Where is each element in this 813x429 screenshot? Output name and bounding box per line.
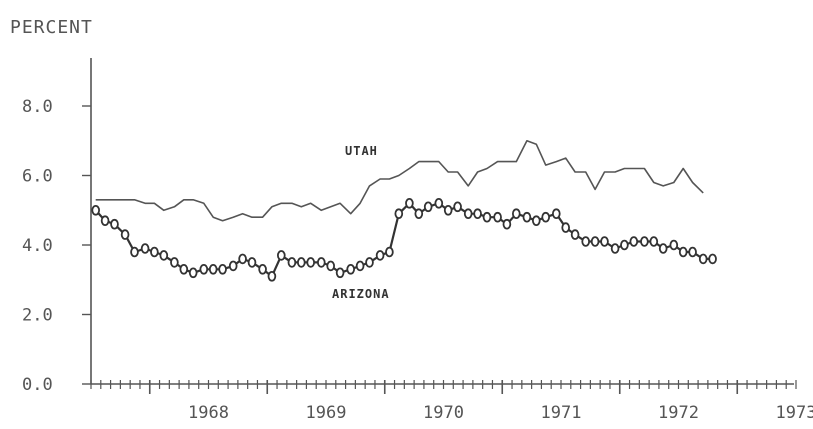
- data-point: [473, 208, 482, 220]
- data-point: [170, 257, 179, 268]
- data-point: [130, 246, 139, 258]
- data-point: [346, 263, 356, 275]
- data-point: [541, 211, 550, 223]
- data-point: [590, 236, 600, 247]
- x-tick-label: 1973: [776, 403, 813, 423]
- data-point: [296, 257, 306, 268]
- data-point: [228, 260, 238, 272]
- x-tick-label: 1969: [306, 403, 347, 423]
- data-point: [316, 257, 326, 268]
- data-point: [91, 205, 100, 216]
- data-point: [649, 236, 659, 247]
- axes: [90, 58, 794, 385]
- data-point: [561, 222, 570, 233]
- y-axis-ticks: 0.0 2.0 4.0 6.0 8.0: [22, 97, 91, 395]
- data-point: [581, 236, 590, 247]
- data-point: [335, 267, 345, 279]
- y-tick-label: 4.0: [22, 236, 53, 256]
- x-tick-label: 1971: [541, 403, 582, 423]
- series-line: [95, 140, 704, 222]
- series-arizona: [91, 198, 717, 282]
- data-point: [218, 263, 227, 275]
- data-point: [150, 246, 159, 258]
- data-point: [511, 208, 521, 220]
- data-point: [522, 211, 532, 223]
- data-point: [238, 253, 247, 265]
- data-point: [287, 257, 297, 268]
- data-point: [110, 218, 119, 230]
- data-point: [326, 260, 336, 272]
- data-point: [199, 263, 209, 275]
- data-point: [247, 257, 257, 268]
- y-tick-label: 2.0: [22, 306, 53, 326]
- data-point: [355, 260, 365, 272]
- data-point: [258, 263, 267, 275]
- x-tick-label: 1968: [188, 403, 229, 423]
- data-point: [443, 205, 453, 216]
- series-utah: [95, 140, 704, 222]
- data-point: [414, 208, 424, 220]
- data-point: [385, 246, 394, 258]
- data-point: [375, 250, 385, 261]
- data-point: [629, 236, 639, 247]
- data-point: [365, 257, 374, 268]
- data-point: [708, 253, 717, 265]
- data-point: [100, 215, 110, 227]
- data-point: [394, 208, 404, 220]
- y-axis-label: PERCENT: [10, 17, 93, 38]
- series-label-arizona: ARIZONA: [332, 287, 390, 301]
- data-point: [179, 263, 189, 275]
- y-tick-label: 8.0: [22, 97, 53, 117]
- data-point: [434, 198, 444, 209]
- series-group: UTAH ARIZONA: [91, 140, 717, 301]
- data-point: [600, 236, 609, 247]
- data-point: [658, 243, 668, 254]
- data-point: [463, 208, 473, 220]
- data-point: [306, 257, 316, 268]
- data-point: [493, 211, 502, 223]
- x-axis-ticks: 1968 1969 1970 1971 1972 1973: [90, 380, 813, 423]
- data-point: [188, 267, 198, 279]
- data-point: [570, 229, 580, 240]
- data-point: [423, 201, 433, 213]
- data-point: [502, 218, 512, 230]
- y-tick-label: 6.0: [22, 167, 53, 187]
- data-point: [482, 211, 492, 223]
- data-point: [208, 263, 218, 275]
- data-point: [669, 239, 679, 251]
- data-point: [267, 270, 277, 282]
- data-point: [405, 198, 414, 209]
- y-tick-label: 0.0: [22, 375, 53, 395]
- data-point: [678, 246, 688, 258]
- data-point: [610, 243, 620, 254]
- data-point: [640, 236, 649, 247]
- data-point: [531, 215, 541, 227]
- x-tick-label: 1970: [423, 403, 464, 423]
- data-point: [140, 243, 150, 254]
- data-point: [688, 246, 697, 258]
- data-point: [698, 253, 708, 265]
- series-label-utah: UTAH: [345, 144, 378, 158]
- series-line: [94, 202, 713, 278]
- data-point: [120, 229, 130, 240]
- x-tick-label: 1972: [658, 403, 699, 423]
- data-point: [453, 201, 462, 213]
- data-point: [620, 239, 629, 251]
- data-point: [551, 208, 561, 220]
- data-point: [159, 250, 169, 261]
- data-point: [276, 250, 286, 261]
